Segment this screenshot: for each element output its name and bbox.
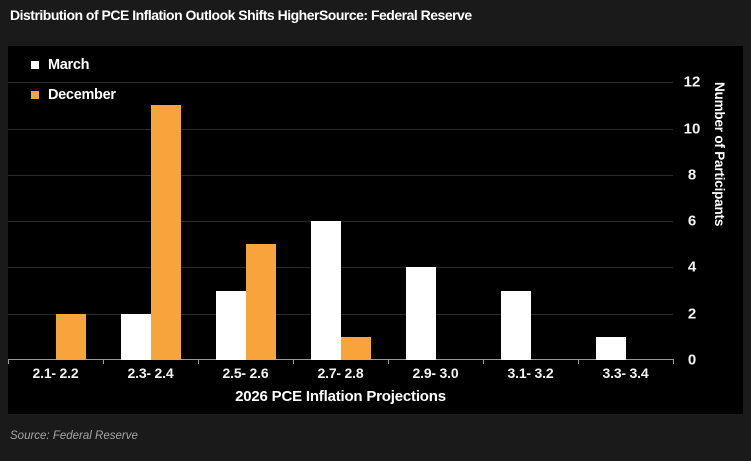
bar-december-2.1-2.2 <box>55 313 86 360</box>
x-tick-label: 2.9- 3.0 <box>412 365 459 381</box>
chart-title-source-inline: Source: Federal Reserve <box>318 7 472 23</box>
bar-december-2.5-2.6 <box>245 244 276 360</box>
x-tick-label: 2.3- 2.4 <box>127 365 174 381</box>
x-axis-tick <box>8 360 9 364</box>
x-tick-label: 3.3- 3.4 <box>602 365 649 381</box>
gridline-12 <box>8 82 673 84</box>
gridline-6 <box>8 221 673 223</box>
gridline-4 <box>8 267 673 269</box>
y-tick-label: 4 <box>687 258 697 276</box>
y-tick-label: 0 <box>687 351 697 369</box>
legend-item-december: December <box>31 80 116 110</box>
legend-swatch-march <box>31 61 39 69</box>
x-tick-label: 3.1- 3.2 <box>507 365 554 381</box>
x-axis-tick <box>198 360 199 364</box>
x-axis-tick <box>293 360 294 364</box>
gridline-10 <box>8 128 673 130</box>
legend-label-december: December <box>48 87 116 103</box>
legend-swatch-december <box>31 91 39 99</box>
source-note: Source: Federal Reserve <box>10 430 138 442</box>
chart-title: Distribution of PCE Inflation Outlook Sh… <box>10 7 472 23</box>
x-axis-tick <box>388 360 389 364</box>
y-tick-label: 6 <box>687 212 697 230</box>
bar-march-2.9-3.0 <box>405 267 436 360</box>
y-tick-label: 10 <box>683 120 701 137</box>
gridline-8 <box>8 174 673 176</box>
bar-march-2.5-2.6 <box>215 290 246 360</box>
bar-march-2.7-2.8 <box>310 221 341 360</box>
gridline-2 <box>8 313 673 315</box>
bar-march-3.1-3.2 <box>500 290 531 360</box>
x-axis-tick <box>578 360 579 364</box>
y-tick-label: 12 <box>683 73 701 91</box>
x-axis-tick <box>673 360 674 364</box>
bar-december-2.7-2.8 <box>340 336 371 360</box>
legend: March December <box>31 50 116 110</box>
y-tick-label: 8 <box>687 166 697 184</box>
bar-march-2.3-2.4 <box>120 313 151 360</box>
legend-label-march: March <box>48 57 90 73</box>
y-axis-title: Number of Participants <box>712 82 727 227</box>
x-axis-tick <box>103 360 104 364</box>
y-tick-label: 2 <box>687 305 697 323</box>
x-tick-label: 2.1- 2.2 <box>32 365 79 381</box>
x-tick-label: 2.5- 2.6 <box>222 365 269 381</box>
chart-title-text: Distribution of PCE Inflation Outlook Sh… <box>10 7 319 23</box>
legend-item-march: March <box>31 50 116 80</box>
x-axis-title: 2026 PCE Inflation Projections <box>235 388 446 405</box>
x-axis-tick <box>483 360 484 364</box>
x-tick-label: 2.7- 2.8 <box>317 365 364 381</box>
bar-december-2.3-2.4 <box>150 105 181 360</box>
bar-march-3.3-3.4 <box>595 336 626 360</box>
